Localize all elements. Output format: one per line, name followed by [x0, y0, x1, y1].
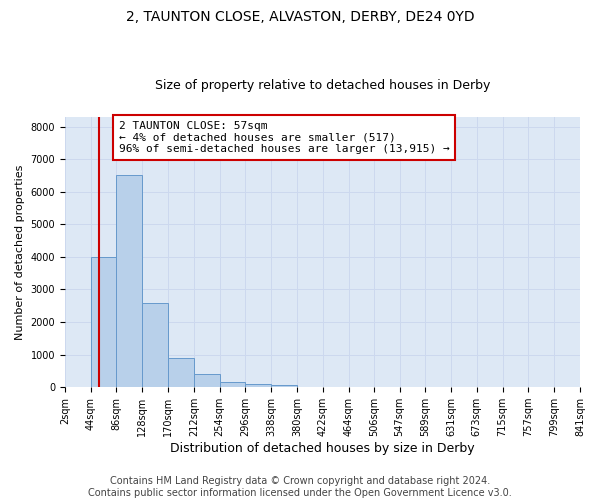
Bar: [220, 382, 245, 387]
Bar: [245, 384, 271, 387]
Bar: [194, 374, 220, 387]
Bar: [116, 176, 142, 387]
Bar: [91, 257, 116, 387]
Text: Contains HM Land Registry data © Crown copyright and database right 2024.
Contai: Contains HM Land Registry data © Crown c…: [88, 476, 512, 498]
Bar: [142, 302, 168, 387]
Title: Size of property relative to detached houses in Derby: Size of property relative to detached ho…: [155, 79, 490, 92]
Text: 2 TAUNTON CLOSE: 57sqm
← 4% of detached houses are smaller (517)
96% of semi-det: 2 TAUNTON CLOSE: 57sqm ← 4% of detached …: [119, 121, 450, 154]
Text: 2, TAUNTON CLOSE, ALVASTON, DERBY, DE24 0YD: 2, TAUNTON CLOSE, ALVASTON, DERBY, DE24 …: [125, 10, 475, 24]
Bar: [271, 385, 297, 387]
Bar: [168, 358, 194, 387]
X-axis label: Distribution of detached houses by size in Derby: Distribution of detached houses by size …: [170, 442, 475, 455]
Y-axis label: Number of detached properties: Number of detached properties: [15, 164, 25, 340]
